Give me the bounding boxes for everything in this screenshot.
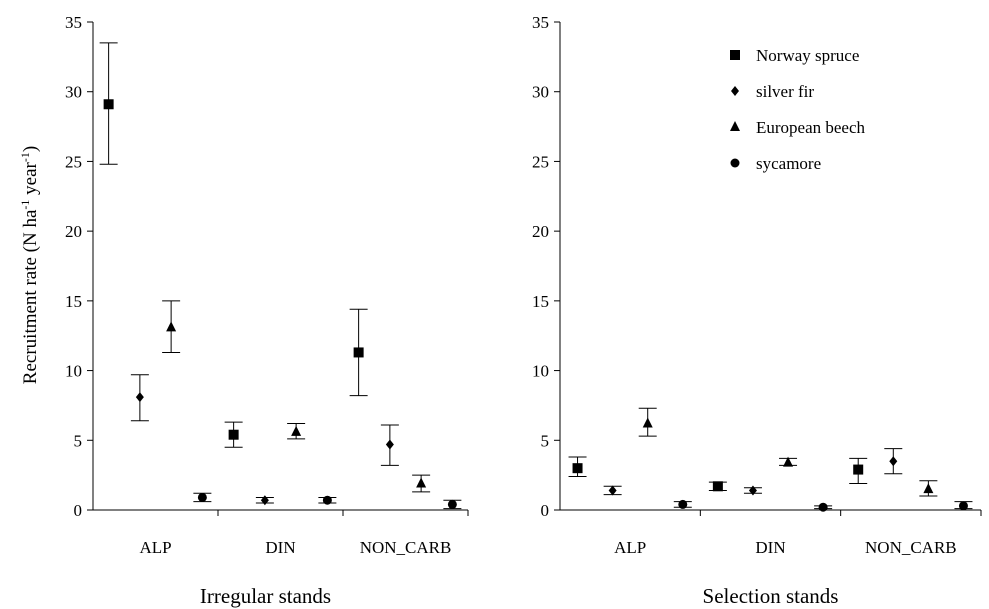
y-tick-label: 30: [532, 83, 549, 102]
legend-label: sycamore: [756, 154, 821, 173]
panel-irregular-stands: 0 5 10 15 20 25 30 35 ALP DIN NON_CARB Irregular st…: [65, 13, 469, 608]
y-tick-label: 30: [65, 83, 82, 102]
y-tick-label: 20: [532, 222, 549, 241]
x-tick-label: DIN: [755, 538, 785, 557]
data-point: [166, 321, 177, 332]
data-point: [416, 477, 427, 488]
x-tick-label: ALP: [614, 538, 646, 557]
y-axis-title-sup1: -1: [18, 200, 32, 210]
data-point: [923, 483, 934, 494]
data-point: [818, 502, 828, 512]
data-point: [385, 439, 394, 450]
y-tick-label: 10: [532, 362, 549, 381]
data-point: [958, 501, 968, 511]
y-axis-title-end: ): [20, 146, 41, 152]
y-tick-label: 10: [65, 362, 82, 381]
data-point: [197, 492, 207, 502]
data-point: [642, 417, 653, 428]
data-point: [748, 485, 757, 496]
legend-marker: [730, 121, 740, 131]
data-point: [353, 347, 364, 358]
y-tick-label: 5: [541, 431, 550, 450]
data-point: [889, 456, 898, 467]
legend-marker: [730, 50, 740, 60]
legend-label: European beech: [756, 118, 866, 137]
y-tick-label: 25: [532, 152, 549, 171]
data-point: [853, 464, 864, 475]
y-tick-label: 25: [65, 152, 82, 171]
svg-text:Recruitment rate (N ha-1 year-: Recruitment rate (N ha-1 year-1): [18, 146, 41, 384]
data-point: [135, 392, 144, 403]
legend-label: silver fir: [756, 82, 814, 101]
panel-title: Selection stands: [703, 584, 839, 608]
legend: Norway spruce silver fir European beech syc…: [730, 46, 866, 173]
legend-marker: [730, 158, 740, 168]
data-point: [678, 499, 688, 509]
data-point: [291, 425, 302, 436]
x-tick-label: ALP: [139, 538, 171, 557]
y-tick-label: 15: [532, 292, 549, 311]
y-tick-label: 5: [74, 431, 83, 450]
legend-label: Norway spruce: [756, 46, 859, 65]
data-point: [322, 495, 332, 505]
y-tick-label: 20: [65, 222, 82, 241]
legend-marker: [731, 86, 739, 96]
panel-title: Irregular stands: [200, 584, 331, 608]
data-point: [103, 99, 114, 110]
x-tick-label: DIN: [265, 538, 295, 557]
x-tick-label: NON_CARB: [865, 538, 957, 557]
data-point: [712, 481, 723, 492]
x-tick-label: NON_CARB: [360, 538, 452, 557]
y-axis-title-main: Recruitment rate (N ha: [20, 209, 41, 384]
y-tick-label: 35: [532, 13, 549, 32]
y-tick-label: 35: [65, 13, 82, 32]
data-point: [572, 463, 583, 474]
panel-selection-stands: 0 5 10 15 20 25 30 35 ALP DIN NON_CARB Selection st…: [532, 13, 982, 608]
data-point: [783, 456, 794, 467]
y-axis-title-mid: year: [20, 161, 41, 199]
y-tick-label: 0: [74, 501, 83, 520]
data-point: [228, 429, 239, 440]
data-point: [447, 499, 457, 509]
data-point: [260, 495, 269, 506]
y-tick-label: 15: [65, 292, 82, 311]
y-axis-title-sup2: -1: [18, 152, 32, 162]
data-point: [608, 485, 617, 496]
y-axis-title: Recruitment rate (N ha-1 year-1): [18, 146, 41, 384]
y-tick-label: 0: [541, 501, 550, 520]
